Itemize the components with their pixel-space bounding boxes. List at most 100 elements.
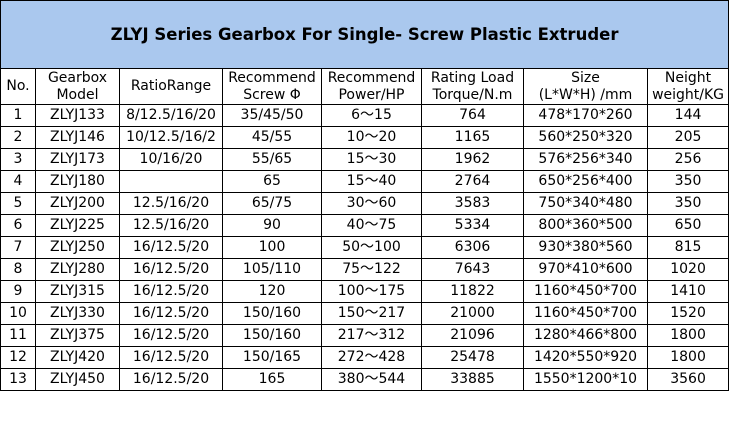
cell-size: 1160*450*700 bbox=[523, 302, 648, 325]
header-recommend-power: Recommend Power/HP bbox=[321, 68, 422, 105]
cell-model: ZLYJ450 bbox=[35, 368, 120, 391]
table-row: 6 ZLYJ225 12.5/16/20 90 40～75 5334 800*360*500… bbox=[0, 214, 730, 237]
cell-weight: 1520 bbox=[646, 302, 730, 325]
cell-weight: 256 bbox=[646, 148, 730, 171]
cell-power: 30～60 bbox=[321, 192, 422, 215]
table-row: 8 ZLYJ280 16/12.5/20 105/110 75～122 7643 970*4… bbox=[0, 258, 730, 281]
cell-size: 560*250*320 bbox=[523, 126, 648, 149]
cell-weight: 1800 bbox=[646, 324, 730, 347]
cell-size: 1550*1200*10 bbox=[523, 368, 648, 391]
cell-torque: 6306 bbox=[421, 236, 524, 259]
cell-no: 8 bbox=[0, 258, 36, 281]
cell-power: 100～175 bbox=[321, 280, 422, 303]
cell-ratio-range: 16/12.5/20 bbox=[119, 236, 223, 259]
cell-power: 272～428 bbox=[321, 346, 422, 369]
cell-power: 150～217 bbox=[321, 302, 422, 325]
table-row: 2 ZLYJ146 10/12.5/16/2 45/55 10～20 1165 560*25… bbox=[0, 126, 730, 149]
cell-power: 75～122 bbox=[321, 258, 422, 281]
cell-power: 15～40 bbox=[321, 170, 422, 193]
table-row: 5 ZLYJ200 12.5/16/20 65/75 30～60 3583 750*340*… bbox=[0, 192, 730, 215]
cell-torque: 11822 bbox=[421, 280, 524, 303]
cell-weight: 1020 bbox=[646, 258, 730, 281]
cell-size: 800*360*500 bbox=[523, 214, 648, 237]
cell-weight: 815 bbox=[646, 236, 730, 259]
cell-no: 13 bbox=[0, 368, 36, 391]
cell-torque: 3583 bbox=[421, 192, 524, 215]
cell-weight: 205 bbox=[646, 126, 730, 149]
cell-size: 930*380*560 bbox=[523, 236, 648, 259]
cell-ratio-range: 10/16/20 bbox=[119, 148, 223, 171]
cell-ratio-range: 12.5/16/20 bbox=[119, 214, 223, 237]
header-line: RatioRange bbox=[130, 78, 212, 94]
table-row: 10 ZLYJ330 16/12.5/20 150/160 150～217 21000 11… bbox=[0, 302, 730, 325]
cell-torque: 7643 bbox=[421, 258, 524, 281]
cell-torque: 33885 bbox=[421, 368, 524, 391]
cell-weight: 144 bbox=[646, 104, 730, 127]
cell-no: 2 bbox=[0, 126, 36, 149]
header-line: weight/KG bbox=[652, 86, 725, 103]
cell-torque: 21096 bbox=[421, 324, 524, 347]
cell-size: 650*256*400 bbox=[523, 170, 648, 193]
cell-ratio-range: 8/12.5/16/20 bbox=[119, 104, 223, 127]
header-line: Neight bbox=[664, 69, 712, 86]
cell-model: ZLYJ133 bbox=[35, 104, 120, 127]
header-size: Size (L*W*H) /mm bbox=[523, 68, 648, 105]
table-title: ZLYJ Series Gearbox For Single- Screw Pl… bbox=[0, 0, 730, 69]
cell-power: 40～75 bbox=[321, 214, 422, 237]
cell-power: 380～544 bbox=[321, 368, 422, 391]
cell-ratio-range: 10/12.5/16/2 bbox=[119, 126, 223, 149]
table-row: 3 ZLYJ173 10/16/20 55/65 15～30 1962 576*256*34… bbox=[0, 148, 730, 171]
cell-torque: 2764 bbox=[421, 170, 524, 193]
cell-no: 1 bbox=[0, 104, 36, 127]
cell-torque: 25478 bbox=[421, 346, 524, 369]
cell-weight: 650 bbox=[646, 214, 730, 237]
cell-size: 970*410*600 bbox=[523, 258, 648, 281]
cell-no: 11 bbox=[0, 324, 36, 347]
cell-screw: 105/110 bbox=[222, 258, 322, 281]
cell-weight: 350 bbox=[646, 192, 730, 215]
cell-weight: 350 bbox=[646, 170, 730, 193]
cell-screw: 65/75 bbox=[222, 192, 322, 215]
header-line: Torque/N.m bbox=[432, 86, 513, 103]
cell-ratio-range: 12.5/16/20 bbox=[119, 192, 223, 215]
cell-screw: 150/160 bbox=[222, 324, 322, 347]
header-line: No. bbox=[6, 78, 30, 94]
cell-model: ZLYJ420 bbox=[35, 346, 120, 369]
header-row: No. Gearbox Model RatioRange Recommend Screw … bbox=[0, 68, 730, 105]
header-rating-load-torque: Rating Load Torque/N.m bbox=[421, 68, 524, 105]
header-line: Model bbox=[56, 86, 99, 103]
table-row: 9 ZLYJ315 16/12.5/20 120 100～175 11822 1160*45… bbox=[0, 280, 730, 303]
cell-model: ZLYJ225 bbox=[35, 214, 120, 237]
cell-screw: 35/45/50 bbox=[222, 104, 322, 127]
cell-model: ZLYJ200 bbox=[35, 192, 120, 215]
cell-torque: 764 bbox=[421, 104, 524, 127]
cell-no: 9 bbox=[0, 280, 36, 303]
cell-ratio-range: 16/12.5/20 bbox=[119, 302, 223, 325]
cell-screw: 55/65 bbox=[222, 148, 322, 171]
cell-size: 1420*550*920 bbox=[523, 346, 648, 369]
header-line: Gearbox bbox=[47, 69, 108, 86]
cell-model: ZLYJ330 bbox=[35, 302, 120, 325]
cell-no: 3 bbox=[0, 148, 36, 171]
table-row: 12 ZLYJ420 16/12.5/20 150/165 272～428 25478 14… bbox=[0, 346, 730, 369]
cell-screw: 150/165 bbox=[222, 346, 322, 369]
cell-weight: 1800 bbox=[646, 346, 730, 369]
header-line: Recommend bbox=[327, 69, 416, 86]
cell-no: 5 bbox=[0, 192, 36, 215]
cell-model: ZLYJ173 bbox=[35, 148, 120, 171]
gearbox-spec-table: ZLYJ Series Gearbox For Single- Screw Pl… bbox=[0, 0, 730, 391]
cell-ratio-range: 16/12.5/20 bbox=[119, 368, 223, 391]
cell-ratio-range bbox=[119, 170, 223, 193]
cell-size: 478*170*260 bbox=[523, 104, 648, 127]
header-line: Size bbox=[571, 69, 600, 86]
cell-torque: 1165 bbox=[421, 126, 524, 149]
cell-no: 10 bbox=[0, 302, 36, 325]
cell-model: ZLYJ250 bbox=[35, 236, 120, 259]
header-no: No. bbox=[0, 68, 36, 105]
table-row: 4 ZLYJ180 65 15～40 2764 650*256*400 350 bbox=[0, 170, 730, 193]
cell-model: ZLYJ315 bbox=[35, 280, 120, 303]
cell-screw: 165 bbox=[222, 368, 322, 391]
cell-model: ZLYJ180 bbox=[35, 170, 120, 193]
header-ratio-range: RatioRange bbox=[119, 68, 223, 105]
header-line: Power/HP bbox=[338, 86, 405, 103]
